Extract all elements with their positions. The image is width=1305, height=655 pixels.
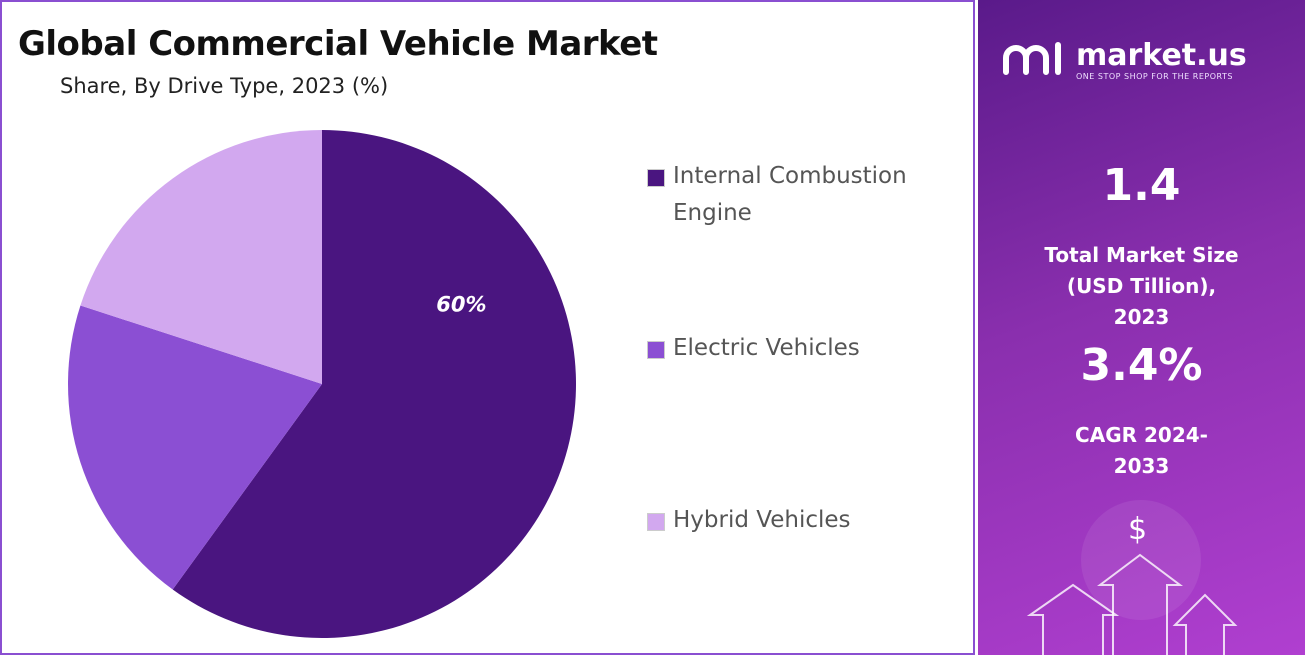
stat-value: 1.4 <box>1102 160 1181 211</box>
legend-label: Internal Combustion Engine <box>673 163 907 226</box>
brand: market.us <box>1076 38 1247 73</box>
dollar-icon: $ <box>1128 512 1148 547</box>
stat-label: CAGR 2024-2033 <box>1075 423 1208 478</box>
legend-entry: Internal Combustion Engine <box>647 158 937 232</box>
chart-subtitle: Share, By Drive Type, 2023 (%) <box>60 74 389 98</box>
tagline: ONE STOP SHOP FOR THE REPORTS <box>1076 72 1233 81</box>
pie-slice <box>80 130 323 384</box>
stat-value: 3.4% <box>1080 340 1203 391</box>
value-label: 60% <box>436 292 486 316</box>
legend-label: Hybrid Vehicles <box>673 507 851 533</box>
legend-swatch <box>647 513 665 531</box>
decor <box>1003 42 1238 655</box>
pie-slice <box>68 305 322 590</box>
legend-swatch <box>647 341 665 359</box>
sidebar: market.us ONE STOP SHOP FOR THE REPORTS … <box>978 0 1305 655</box>
legend-entry: Electric Vehicles <box>647 330 937 367</box>
pie-chart: 60% <box>68 130 576 638</box>
legend-entry: Hybrid Vehicles <box>647 502 937 539</box>
pie-slice <box>172 130 576 638</box>
chart-title: Global Commercial Vehicle Market <box>18 24 658 64</box>
chart-panel: Global Commercial Vehicle Market Share, … <box>0 0 975 655</box>
legend-swatch <box>647 169 665 187</box>
legend-label: Electric Vehicles <box>673 335 860 361</box>
stat-label: Total Market Size (USD Tillion), 2023 <box>1044 243 1239 329</box>
